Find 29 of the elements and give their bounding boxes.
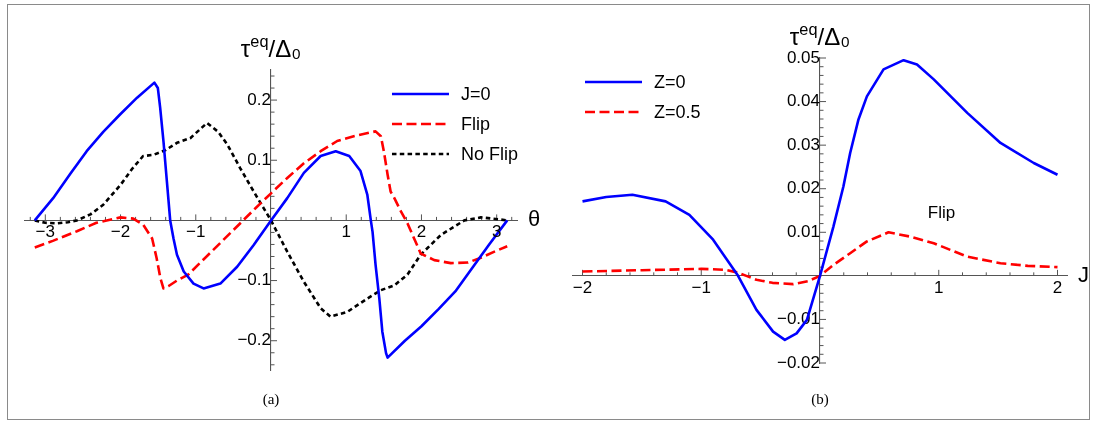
legend-label: No Flip (460, 143, 518, 164)
text: (a) (262, 390, 280, 408)
x-tick-label: 1 (341, 222, 351, 242)
text: (b) (811, 390, 829, 408)
y-tick-label: 0.2 (247, 89, 271, 109)
y-tick-label: −0.02 (776, 352, 820, 372)
annotation: Flip (927, 202, 956, 223)
legend-label: J=0 (460, 83, 491, 104)
y-tick-label: 0.1 (247, 149, 271, 169)
x-tick-label: 2 (1052, 277, 1063, 297)
y-tick-label: 0.01 (786, 221, 820, 241)
x-tick-label: −3 (35, 222, 56, 242)
y-tick-label: 0.05 (786, 47, 820, 67)
x-tick-label: 2 (416, 222, 427, 242)
legend-label: Z=0 (654, 71, 686, 92)
x-tick-label: −2 (110, 222, 131, 242)
y-axis-title: τ$^{eq}$/Δ₀ (240, 31, 302, 62)
x-axis-title: J (1078, 261, 1089, 287)
y-tick-label: 0.02 (786, 178, 820, 198)
x-tick-label: −1 (186, 222, 206, 242)
legend-label: Flip (460, 113, 490, 134)
x-axis-title: θ (528, 206, 541, 232)
x-tick-label: −1 (691, 277, 711, 297)
y-tick-label: −0.2 (237, 330, 271, 350)
legend-label: Z=0.5 (654, 101, 701, 122)
y-tick-label: −0.1 (237, 270, 271, 290)
x-tick-label: −2 (572, 277, 593, 297)
y-axis-title: τ$^{eq}$/Δ₀ (789, 19, 851, 50)
x-tick-label: 1 (934, 277, 944, 297)
